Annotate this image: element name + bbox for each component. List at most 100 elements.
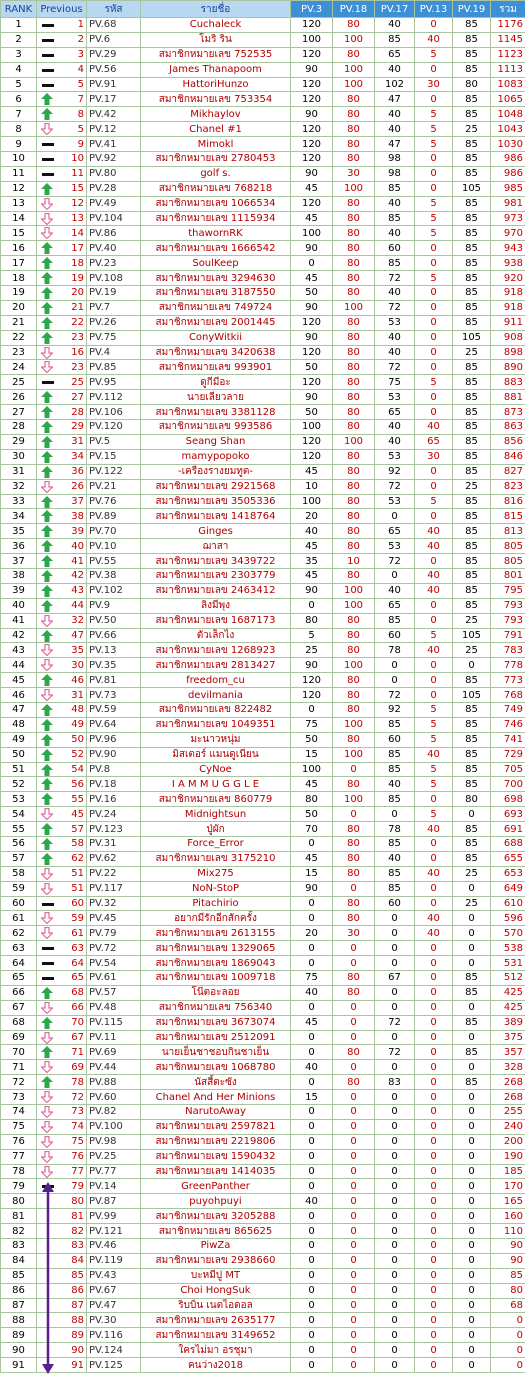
cell-text: 0	[468, 1344, 475, 1356]
cell: 0	[414, 999, 453, 1016]
cell-text: 0	[350, 1002, 357, 1014]
cell: 0	[290, 1267, 333, 1284]
cell: 0	[290, 597, 333, 614]
cell-text: PV.68	[89, 19, 117, 31]
cell: 63	[36, 940, 87, 957]
cell-text: 75	[12, 1121, 25, 1133]
cell: 51	[36, 865, 87, 882]
cell-text: 45	[305, 570, 318, 582]
cell-text: 705	[503, 763, 523, 775]
cell: 0	[490, 1312, 525, 1329]
cell: 40	[414, 746, 453, 763]
cell: PV.18	[86, 776, 141, 793]
cell-text: 85	[465, 406, 478, 418]
cell-text: 31	[71, 689, 84, 701]
cell: 783	[490, 642, 525, 659]
same-icon	[42, 947, 54, 951]
cell-text: 1030	[497, 138, 523, 150]
cell: 45	[290, 850, 333, 867]
cell-text: 100	[301, 227, 322, 239]
cell: 100	[290, 761, 333, 778]
cell: PV.67	[86, 1282, 141, 1299]
cell-text: 40	[427, 912, 440, 924]
cell-text: 0	[350, 1210, 357, 1222]
cell-text: 80	[347, 868, 360, 880]
cell: 39	[0, 582, 37, 599]
cell: มะนาวหนุ่ม	[140, 731, 291, 748]
cell: 120	[290, 314, 333, 331]
cell-text: PV.56	[89, 64, 117, 76]
cell: 0	[374, 1133, 415, 1150]
cell-text: NarutoAway	[185, 1106, 246, 1118]
cell: Chanel And Her Minions	[140, 1089, 291, 1106]
cell: 0	[374, 567, 415, 584]
cell-text: 75	[305, 719, 318, 731]
cell: 0	[332, 1089, 375, 1106]
cell: 55	[0, 821, 37, 837]
cell: 1065	[490, 91, 525, 108]
cell: 90	[290, 389, 333, 406]
cell: 27	[0, 404, 37, 421]
cell: 62	[0, 925, 37, 942]
cell-text: 33	[12, 495, 25, 507]
cell-text: 83	[12, 1240, 25, 1252]
cell-text: 85	[465, 987, 478, 999]
table-row: 74 73 PV.82 NarutoAway 0 0 0 0 0 255	[0, 1104, 525, 1120]
down-icon	[41, 689, 53, 702]
cell-text: PV.21	[89, 481, 117, 493]
up-icon	[41, 450, 53, 463]
cell: 741	[490, 731, 525, 748]
cell: 42	[36, 567, 87, 584]
cell-text: สมาชิกหมายเลข 1590432	[155, 1151, 276, 1163]
cell-text: 85	[465, 198, 478, 210]
cell: 25	[452, 612, 491, 629]
cell: 0	[332, 1148, 375, 1165]
cell: 0	[374, 955, 415, 971]
cell: 0	[374, 1297, 415, 1314]
cell-text: 54	[71, 763, 84, 775]
cell-text: 1065	[497, 93, 523, 105]
cell: 570	[490, 925, 525, 942]
cell-text: 80	[305, 793, 318, 805]
cell-text: 40	[388, 332, 401, 344]
cell: 80	[332, 523, 375, 540]
cell: 40	[414, 910, 453, 927]
cell: 0	[452, 806, 491, 823]
cell-text: 85	[388, 213, 401, 225]
cell-text: 0	[430, 1017, 437, 1029]
cell: Midnightsun	[140, 806, 291, 823]
cell: 69	[0, 1029, 37, 1046]
cell: 45	[0, 672, 37, 689]
cell: 38	[36, 508, 87, 525]
cell-text: 0	[391, 912, 398, 924]
cell: สมาชิกหมายเลข 753354	[140, 91, 291, 108]
cell-text: 85	[465, 153, 478, 165]
cell-text: 16	[12, 242, 25, 254]
cell: 31	[36, 687, 87, 703]
cell-text: 0	[391, 1344, 398, 1356]
cell-text: 80	[347, 853, 360, 865]
cell: PV.104	[86, 210, 141, 227]
cell: 801	[490, 567, 525, 584]
cell-text: PV.104	[89, 213, 123, 225]
cell: 0	[414, 17, 453, 33]
cell: 13	[36, 210, 87, 227]
cell: 100	[290, 493, 333, 510]
cell-text: PV.117	[89, 883, 123, 895]
cell-text: 85	[465, 704, 478, 716]
cell: 0	[414, 61, 453, 78]
cell-text: 328	[503, 1061, 523, 1073]
cell-text: 1113	[497, 64, 523, 76]
cell-text: 688	[503, 838, 523, 850]
cell: 44	[36, 597, 87, 614]
cell: 45	[36, 806, 87, 823]
cell: 51	[0, 761, 37, 778]
cell: 72	[374, 553, 415, 569]
cell: 31	[36, 433, 87, 450]
cell-text: 512	[503, 972, 523, 984]
cell-text: 85	[388, 183, 401, 195]
cell: 98	[374, 165, 415, 182]
cell: PV.73	[86, 687, 141, 703]
cell-text: 13	[71, 213, 84, 225]
cell: 120	[290, 136, 333, 153]
